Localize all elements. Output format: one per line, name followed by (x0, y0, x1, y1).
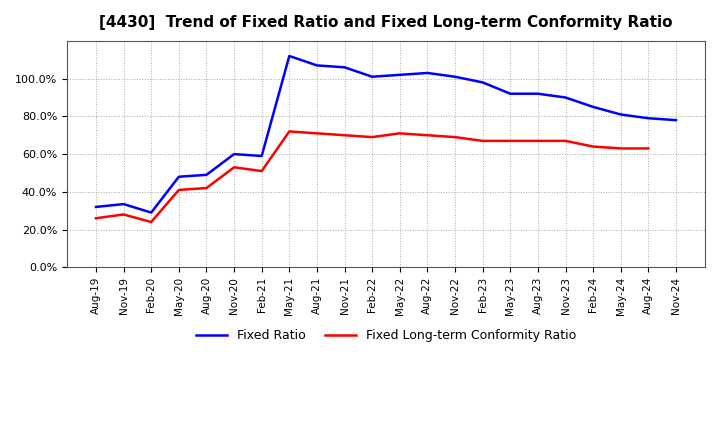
Fixed Long-term Conformity Ratio (395, 131, 404, 136)
Fixed Long-term Conformity Ratio (120, 212, 128, 217)
Fixed Long-term Conformity Ratio (230, 165, 238, 170)
Fixed Long-term Conformity Ratio (312, 131, 321, 136)
Fixed Ratio (368, 74, 377, 79)
Fixed Long-term Conformity Ratio (534, 138, 542, 143)
Fixed Ratio (589, 104, 598, 110)
Fixed Long-term Conformity Ratio (91, 216, 100, 221)
Title: [4430]  Trend of Fixed Ratio and Fixed Long-term Conformity Ratio: [4430] Trend of Fixed Ratio and Fixed Lo… (99, 15, 672, 30)
Fixed Ratio (230, 151, 238, 157)
Fixed Long-term Conformity Ratio (285, 129, 294, 134)
Fixed Long-term Conformity Ratio (616, 146, 625, 151)
Fixed Ratio (506, 91, 515, 96)
Fixed Long-term Conformity Ratio (451, 135, 459, 140)
Fixed Long-term Conformity Ratio (478, 138, 487, 143)
Fixed Ratio (672, 117, 680, 123)
Fixed Ratio (120, 202, 128, 207)
Fixed Long-term Conformity Ratio (257, 169, 266, 174)
Fixed Ratio (91, 204, 100, 209)
Fixed Long-term Conformity Ratio (423, 132, 432, 138)
Fixed Ratio (174, 174, 183, 180)
Fixed Long-term Conformity Ratio (202, 185, 211, 191)
Fixed Long-term Conformity Ratio (368, 135, 377, 140)
Fixed Ratio (561, 95, 570, 100)
Fixed Long-term Conformity Ratio (147, 220, 156, 225)
Fixed Ratio (478, 80, 487, 85)
Fixed Ratio (202, 172, 211, 177)
Fixed Ratio (395, 72, 404, 77)
Fixed Ratio (534, 91, 542, 96)
Fixed Ratio (644, 116, 653, 121)
Fixed Long-term Conformity Ratio (589, 144, 598, 149)
Legend: Fixed Ratio, Fixed Long-term Conformity Ratio: Fixed Ratio, Fixed Long-term Conformity … (191, 324, 581, 347)
Fixed Ratio (312, 63, 321, 68)
Fixed Long-term Conformity Ratio (341, 132, 349, 138)
Line: Fixed Ratio: Fixed Ratio (96, 56, 676, 213)
Fixed Ratio (257, 154, 266, 159)
Fixed Long-term Conformity Ratio (506, 138, 515, 143)
Fixed Long-term Conformity Ratio (174, 187, 183, 193)
Fixed Ratio (423, 70, 432, 76)
Fixed Long-term Conformity Ratio (561, 138, 570, 143)
Fixed Ratio (451, 74, 459, 79)
Fixed Ratio (147, 210, 156, 215)
Line: Fixed Long-term Conformity Ratio: Fixed Long-term Conformity Ratio (96, 132, 649, 222)
Fixed Ratio (616, 112, 625, 117)
Fixed Ratio (341, 65, 349, 70)
Fixed Long-term Conformity Ratio (644, 146, 653, 151)
Fixed Ratio (285, 53, 294, 59)
